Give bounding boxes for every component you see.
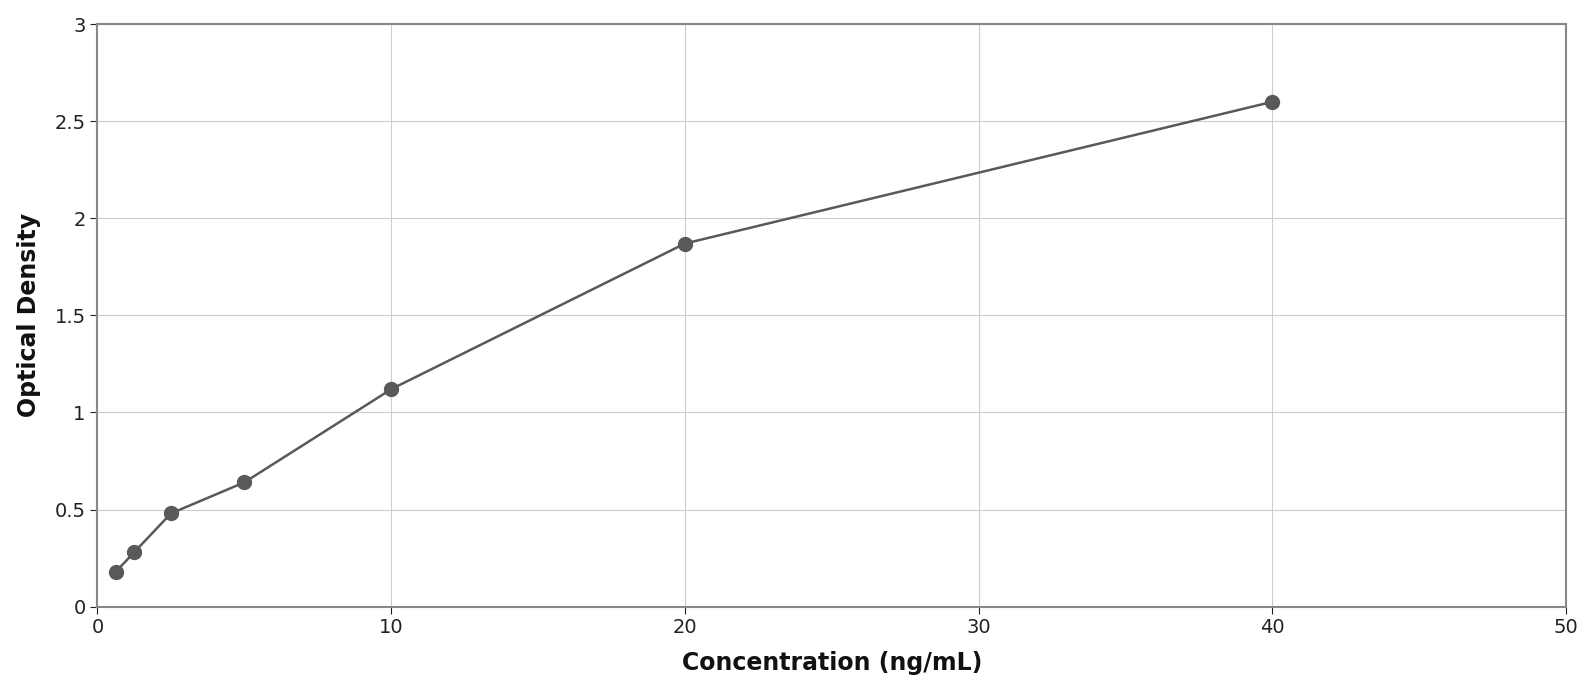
Point [231,477,257,488]
Y-axis label: Optical Density: Optical Density [16,213,40,417]
Point [158,508,183,519]
Point [1260,96,1286,107]
Point [121,547,147,558]
Point [104,566,129,577]
Point [671,238,697,249]
X-axis label: Concentration (ng/mL): Concentration (ng/mL) [681,651,983,675]
Point [378,383,404,394]
